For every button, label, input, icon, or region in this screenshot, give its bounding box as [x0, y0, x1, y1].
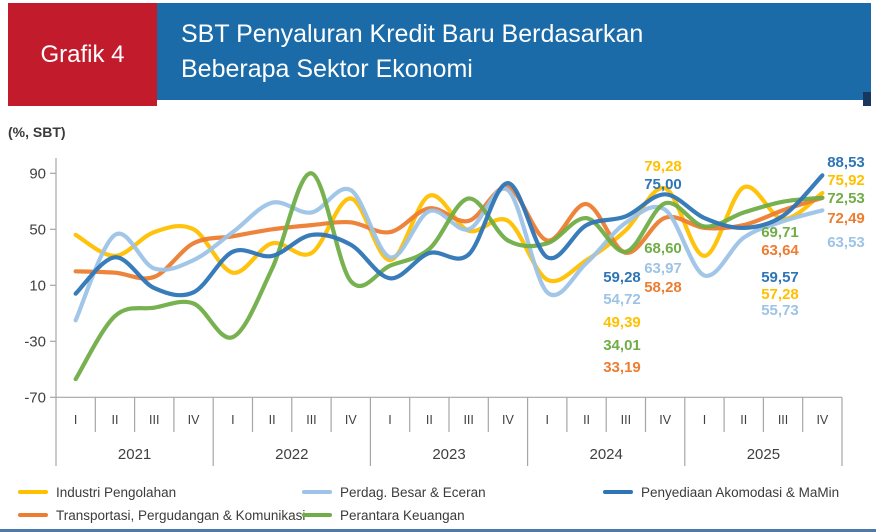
svg-text:34,01: 34,01	[603, 337, 641, 354]
svg-text:49,39: 49,39	[603, 314, 641, 331]
chart-title-line2: Beberapa Sektor Ekonomi	[181, 54, 473, 83]
svg-text:IV: IV	[188, 413, 200, 427]
legend-label: Perantara Keuangan	[340, 507, 465, 523]
svg-text:55,73: 55,73	[761, 302, 799, 319]
svg-text:III: III	[149, 413, 159, 427]
svg-text:59,57: 59,57	[761, 269, 799, 286]
svg-text:68,60: 68,60	[644, 240, 682, 257]
svg-text:75,92: 75,92	[827, 172, 865, 189]
svg-text:10: 10	[29, 277, 46, 294]
legend-swatch-yellow	[18, 490, 48, 494]
svg-text:50: 50	[29, 221, 46, 238]
svg-text:-30: -30	[24, 333, 46, 350]
svg-text:79,28: 79,28	[644, 158, 682, 175]
y-axis-unit-label: (%, SBT)	[8, 124, 66, 140]
svg-text:2022: 2022	[275, 446, 308, 463]
svg-text:I: I	[703, 413, 706, 427]
svg-text:72,49: 72,49	[827, 210, 865, 227]
svg-text:59,28: 59,28	[603, 269, 641, 286]
legend-label: Perdag. Besar & Eceran	[340, 484, 486, 500]
svg-text:90: 90	[29, 165, 46, 182]
svg-text:II: II	[111, 413, 118, 427]
svg-text:33,19: 33,19	[603, 359, 641, 376]
svg-text:III: III	[778, 413, 788, 427]
bottom-divider-bar	[0, 529, 876, 532]
svg-text:72,53: 72,53	[827, 190, 865, 207]
svg-text:II: II	[583, 413, 590, 427]
svg-text:75,00: 75,00	[644, 176, 682, 193]
svg-text:I: I	[74, 413, 77, 427]
svg-text:I: I	[388, 413, 391, 427]
svg-text:54,72: 54,72	[603, 291, 641, 308]
svg-text:IV: IV	[659, 413, 671, 427]
svg-text:IV: IV	[816, 413, 828, 427]
header-corner-notch	[863, 92, 871, 106]
chart-number-badge: Grafik 4	[8, 3, 157, 106]
legend-item-perdag-besar-eceran: Perdag. Besar & Eceran	[302, 484, 486, 500]
svg-text:IV: IV	[345, 413, 357, 427]
chart-title-line1: SBT Penyaluran Kredit Baru Berdasarkan	[181, 19, 644, 48]
svg-text:II: II	[426, 413, 433, 427]
legend-item-perantara-keuangan: Perantara Keuangan	[302, 507, 465, 523]
svg-text:III: III	[621, 413, 631, 427]
svg-text:I: I	[231, 413, 234, 427]
legend-label: Industri Pengolahan	[56, 484, 177, 500]
legend-swatch-orange	[18, 513, 48, 517]
svg-text:III: III	[463, 413, 473, 427]
svg-text:58,28: 58,28	[644, 279, 682, 296]
legend-swatch-darkblue	[603, 490, 633, 494]
legend-swatch-lightblue	[302, 490, 332, 494]
chart-title-bar: SBT Penyaluran Kredit Baru Berdasarkan B…	[157, 3, 871, 100]
svg-text:I: I	[546, 413, 549, 427]
legend-label: Penyediaan Akomodasi & MaMin	[641, 484, 840, 500]
svg-text:57,28: 57,28	[761, 286, 799, 303]
svg-text:II: II	[269, 413, 276, 427]
svg-text:II: II	[740, 413, 747, 427]
chart-number-label: Grafik 4	[40, 40, 125, 68]
svg-text:2024: 2024	[590, 446, 623, 463]
svg-text:III: III	[306, 413, 316, 427]
svg-text:69,71: 69,71	[761, 224, 799, 241]
svg-text:2025: 2025	[747, 446, 780, 463]
legend-item-penyediaan-akomodasi: Penyediaan Akomodasi & MaMin	[603, 484, 839, 500]
legend-label: Transportasi, Pergudangan & Komunikasi	[56, 507, 306, 523]
svg-text:63,64: 63,64	[761, 242, 799, 259]
svg-text:IV: IV	[502, 413, 514, 427]
svg-text:2021: 2021	[118, 446, 151, 463]
svg-text:-70: -70	[24, 389, 46, 406]
svg-text:63,97: 63,97	[644, 260, 682, 277]
legend-item-industri-pengolahan: Industri Pengolahan	[18, 484, 176, 500]
svg-text:88,53: 88,53	[827, 154, 865, 171]
legend-swatch-green	[302, 513, 332, 517]
legend-item-transportasi: Transportasi, Pergudangan & Komunikasi	[18, 507, 305, 523]
svg-text:2023: 2023	[432, 446, 465, 463]
svg-text:63,53: 63,53	[827, 234, 865, 251]
